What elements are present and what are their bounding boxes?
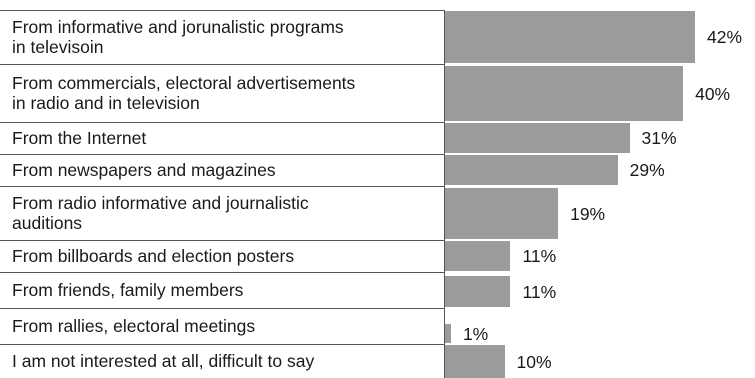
category-axis-line	[444, 10, 445, 378]
category-label: From informative and jorunalistic progra…	[12, 17, 344, 57]
row-separator	[0, 240, 444, 241]
value-label: 19%	[570, 203, 606, 224]
row-separator	[0, 186, 444, 187]
value-label: 29%	[629, 160, 665, 180]
value-label: 31%	[641, 128, 677, 148]
category-label: I am not interested at all, difficult to…	[12, 351, 315, 371]
bar	[445, 123, 630, 153]
value-label: 10%	[516, 351, 552, 372]
category-label: From commercials, electoral advertisemen…	[12, 73, 356, 113]
value-label: 11%	[522, 281, 557, 302]
category-label: From newspapers and magazines	[12, 160, 276, 180]
bar	[445, 11, 695, 63]
bar	[445, 66, 684, 121]
row-separator	[0, 344, 444, 345]
bar	[445, 241, 511, 271]
category-label: From rallies, electoral meetings	[12, 316, 256, 336]
category-label: From radio informative and journalistic …	[12, 193, 309, 233]
category-label: From billboards and election posters	[12, 246, 295, 266]
bar	[445, 155, 618, 185]
bar	[445, 188, 559, 239]
row-separator	[0, 10, 444, 11]
row-separator	[0, 154, 444, 155]
value-label: 40%	[695, 83, 731, 104]
row-separator	[0, 272, 444, 273]
bar	[445, 276, 511, 307]
bar	[445, 324, 451, 343]
row-separator	[0, 308, 444, 309]
category-label: From the Internet	[12, 128, 147, 148]
row-separator	[0, 64, 444, 65]
category-label: From friends, family members	[12, 280, 244, 300]
bar	[445, 345, 505, 378]
value-label: 11%	[522, 246, 557, 266]
value-label: 1%	[462, 323, 489, 344]
row-separator	[0, 122, 444, 123]
value-label: 42%	[707, 27, 743, 47]
